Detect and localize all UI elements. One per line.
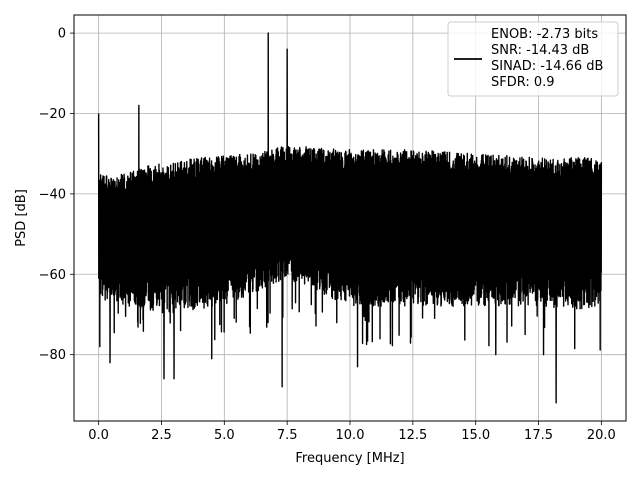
x-tick-label: 2.5 [151,428,172,443]
y-axis-label: PSD [dB] [14,189,29,247]
y-tick-label: −20 [39,107,66,122]
x-tick-label: 20.0 [587,428,616,443]
y-tick-label: 0 [58,27,66,42]
x-tick-label: 12.5 [398,428,427,443]
x-axis-ticks: 0.0 2.5 5.0 7.5 10.0 12.5 15.0 17.5 20.0 [88,421,616,443]
legend-box [447,21,619,97]
legend-entry-sinad: SINAD: -14.66 dB [491,59,603,74]
x-tick-label: 5.0 [214,428,235,443]
y-tick-label: −60 [39,268,66,283]
plot-area [97,32,603,404]
psd-series-line [97,32,603,404]
x-tick-label: 7.5 [277,428,298,443]
x-tick-label: 10.0 [336,428,365,443]
x-axis-label: Frequency [MHz] [295,451,404,466]
x-tick-label: 17.5 [524,428,553,443]
legend-entry-sfdr: SFDR: 0.9 [491,75,555,90]
x-tick-label: 0.0 [88,428,109,443]
legend: ENOB: -2.73 bits SNR: -14.43 dB SINAD: -… [447,21,619,97]
legend-entry-snr: SNR: -14.43 dB [491,43,589,58]
x-tick-label: 15.0 [461,428,490,443]
legend-entry-enob: ENOB: -2.73 bits [491,27,598,42]
y-tick-label: −40 [39,187,66,202]
y-tick-label: −80 [39,348,66,363]
y-axis-ticks: 0 −20 −40 −60 −80 [39,27,74,363]
